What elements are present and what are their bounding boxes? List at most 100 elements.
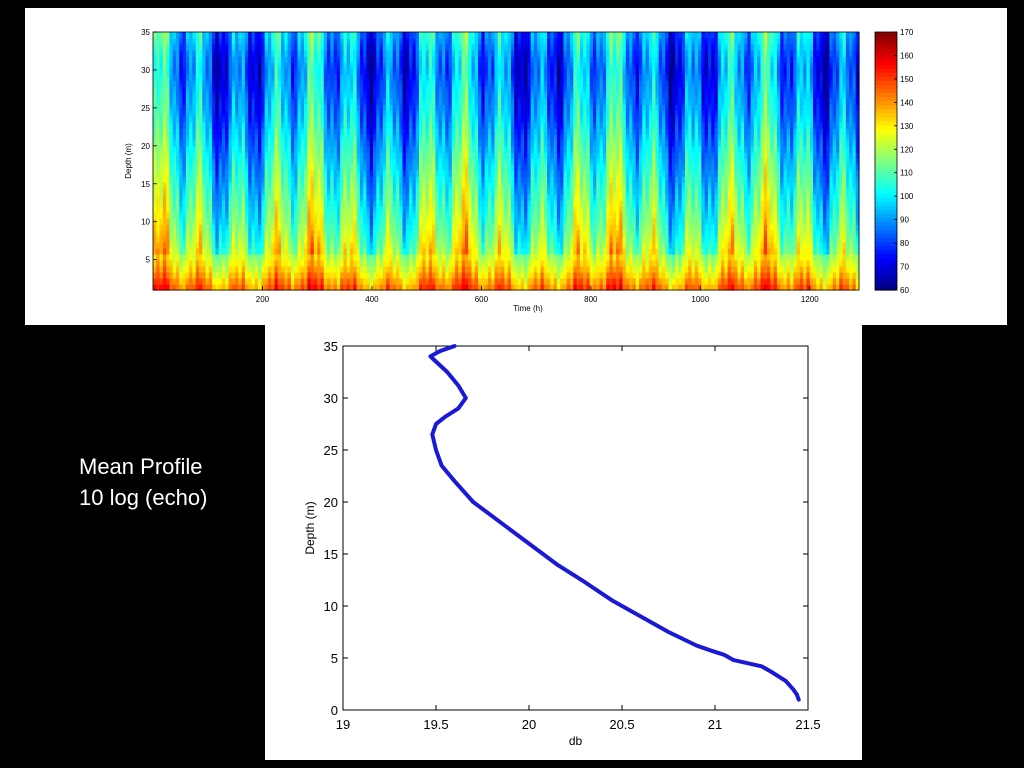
heatmap-cell [438, 128, 443, 135]
heatmap-cell [310, 152, 315, 159]
heatmap-cell [409, 62, 414, 69]
heatmap-cell [455, 248, 459, 255]
heatmap-cell [418, 44, 423, 51]
heatmap-cell [277, 62, 282, 69]
heatmap-cell [212, 254, 216, 261]
heatmap-cell [258, 128, 262, 135]
heatmap-cell [389, 254, 394, 261]
heatmap-cell [195, 38, 200, 45]
heatmap-cell [432, 122, 436, 129]
heatmap-cell [162, 62, 167, 69]
heatmap-cell [218, 242, 223, 249]
heatmap-cell [438, 194, 443, 201]
heatmap-cell [451, 116, 456, 123]
heatmap-cell [231, 146, 236, 153]
heatmap-cell [356, 140, 361, 147]
heatmap-cell [287, 218, 292, 225]
heatmap-cell [343, 230, 348, 237]
heatmap-cell [389, 146, 394, 153]
heatmap-cell [294, 194, 299, 201]
heatmap-cell [241, 176, 246, 183]
heatmap-cell [415, 224, 420, 231]
heatmap-cell [468, 182, 473, 189]
heatmap-cell [343, 272, 348, 279]
heatmap-cell [225, 146, 230, 153]
heatmap-cell [294, 38, 299, 45]
heatmap-cell [274, 200, 279, 207]
heatmap-cell [327, 50, 331, 57]
heatmap-cell [323, 182, 328, 189]
heatmap-cell [458, 260, 463, 267]
heatmap-cell [323, 146, 328, 153]
heatmap-cell [330, 194, 335, 201]
heatmap-cell [212, 194, 216, 201]
heatmap-cell [238, 32, 243, 39]
heatmap-cell [363, 32, 368, 39]
heatmap-cell [494, 206, 499, 213]
heatmap-cell [297, 38, 302, 45]
heatmap-cell [340, 86, 345, 93]
heatmap-cell [382, 284, 387, 291]
heatmap-cell [487, 80, 492, 87]
heatmap-cell [379, 170, 384, 177]
heatmap-cell [166, 80, 171, 87]
heatmap-cell [175, 188, 180, 195]
heatmap-cell [228, 230, 233, 237]
heatmap-cell [254, 158, 259, 165]
heatmap-cell [504, 188, 509, 195]
heatmap-cell [202, 278, 207, 285]
heatmap-cell [379, 206, 384, 213]
heatmap-cell [159, 248, 164, 255]
heatmap-cell [179, 92, 184, 99]
heatmap-cell [271, 152, 276, 159]
heatmap-cell [402, 158, 407, 165]
heatmap-cell [346, 182, 351, 189]
heatmap-cell [261, 224, 266, 231]
heatmap-cell [261, 80, 266, 87]
heatmap-cell [369, 146, 374, 153]
heatmap-cell [208, 152, 213, 159]
heatmap-cell [346, 80, 351, 87]
heatmap-cell [379, 272, 384, 279]
heatmap-cell [487, 128, 492, 135]
heatmap-cell [359, 62, 364, 69]
heatmap-cell [205, 44, 210, 51]
heatmap-cell [317, 116, 322, 123]
heatmap-cell [156, 146, 161, 153]
heatmap-cell [195, 218, 200, 225]
heatmap-cell [238, 92, 243, 99]
heatmap-cell [517, 224, 522, 231]
heatmap-cell [478, 260, 482, 267]
heatmap-cell [376, 254, 381, 261]
heatmap-cell [487, 158, 492, 165]
heatmap-cell [287, 104, 292, 111]
heatmap-cell [530, 140, 535, 147]
heatmap-cell [198, 272, 203, 279]
heatmap-cell [363, 98, 368, 105]
heatmap-cell [346, 68, 351, 75]
heatmap-cell [182, 158, 187, 165]
heatmap-cell [182, 284, 187, 291]
heatmap-cell [215, 188, 220, 195]
heatmap-cell [455, 218, 459, 225]
heatmap-cell [254, 200, 259, 207]
heatmap-cell [323, 80, 328, 87]
heatmap-cell [468, 254, 473, 261]
heatmap-cell [468, 284, 473, 291]
heatmap-cell [258, 164, 262, 171]
heatmap-cell [382, 164, 387, 171]
heatmap-cell [264, 170, 269, 177]
heatmap-cell [346, 218, 351, 225]
heatmap-cell [399, 194, 404, 201]
heatmap-cell [258, 218, 262, 225]
heatmap-cell [507, 248, 512, 255]
heatmap-cell [313, 122, 318, 129]
heatmap-cell [464, 254, 469, 261]
heatmap-cell [389, 224, 394, 231]
heatmap-cell [156, 50, 161, 57]
heatmap-cell [396, 254, 400, 261]
heatmap-cell [182, 50, 187, 57]
heatmap-cell [343, 140, 348, 147]
heatmap-cell [392, 200, 397, 207]
heatmap-cell [386, 266, 391, 273]
